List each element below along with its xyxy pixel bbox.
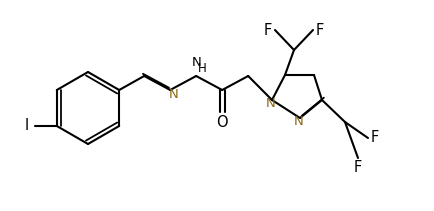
Text: N: N	[266, 96, 276, 110]
Text: N: N	[294, 115, 304, 127]
Text: H: H	[198, 61, 207, 74]
Text: F: F	[354, 161, 362, 176]
Text: N: N	[168, 88, 178, 100]
Text: I: I	[25, 119, 29, 134]
Text: F: F	[371, 130, 379, 146]
Text: F: F	[264, 23, 272, 38]
Text: O: O	[217, 115, 228, 130]
Text: F: F	[316, 23, 324, 38]
Text: N: N	[191, 55, 201, 69]
